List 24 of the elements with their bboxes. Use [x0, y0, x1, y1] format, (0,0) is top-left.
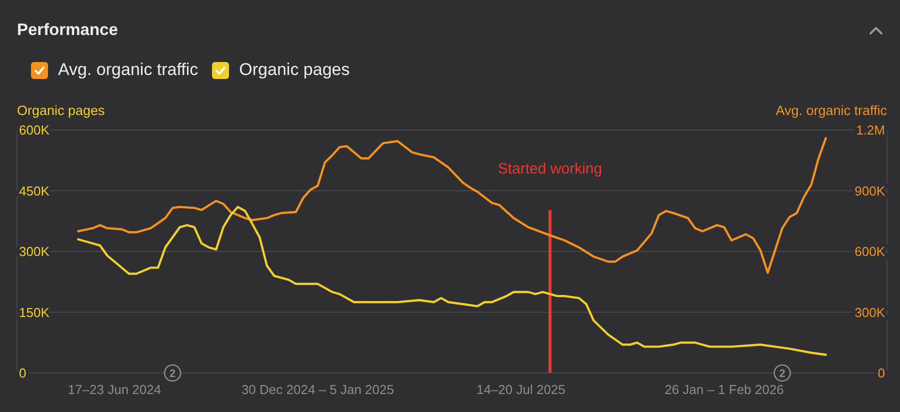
legend-label: Organic pages — [239, 60, 350, 79]
y-axis-title: Organic pages — [17, 103, 105, 118]
x-tick-label: 30 Dec 2024 – 5 Jan 2025 — [241, 382, 394, 398]
y2-tick-label: 1.2M — [856, 122, 885, 138]
y2-tick-label: 300K — [854, 304, 886, 320]
y-tick-label: 600K — [19, 122, 50, 138]
annotation: 2 — [779, 368, 786, 380]
line-series — [77, 137, 827, 274]
line-series — [77, 206, 827, 356]
y-tick-label: 450K — [19, 183, 50, 198]
y-tick-label: 300K — [19, 244, 50, 260]
y-tick-label: 150K — [19, 304, 50, 320]
x-tick-label: 14–20 Jul 2025 — [476, 382, 566, 398]
annotation: 2 — [169, 368, 176, 380]
x-tick-label: 26 Jan – 1 Feb 2026 — [664, 382, 784, 398]
ref-line-label: Started working — [498, 160, 602, 178]
chart-title: Performance — [17, 21, 118, 39]
y2-tick-label: 0 — [878, 366, 885, 381]
y2-tick-label: 600K — [854, 244, 886, 260]
x-tick-label: 17–23 Jun 2024 — [68, 382, 162, 398]
y-tick-label: 0 — [19, 366, 26, 381]
y2-tick-label: 900K — [854, 183, 886, 198]
legend-label: Avg. organic traffic — [58, 60, 198, 79]
y2-axis-title: Avg. organic traffic — [776, 103, 887, 118]
